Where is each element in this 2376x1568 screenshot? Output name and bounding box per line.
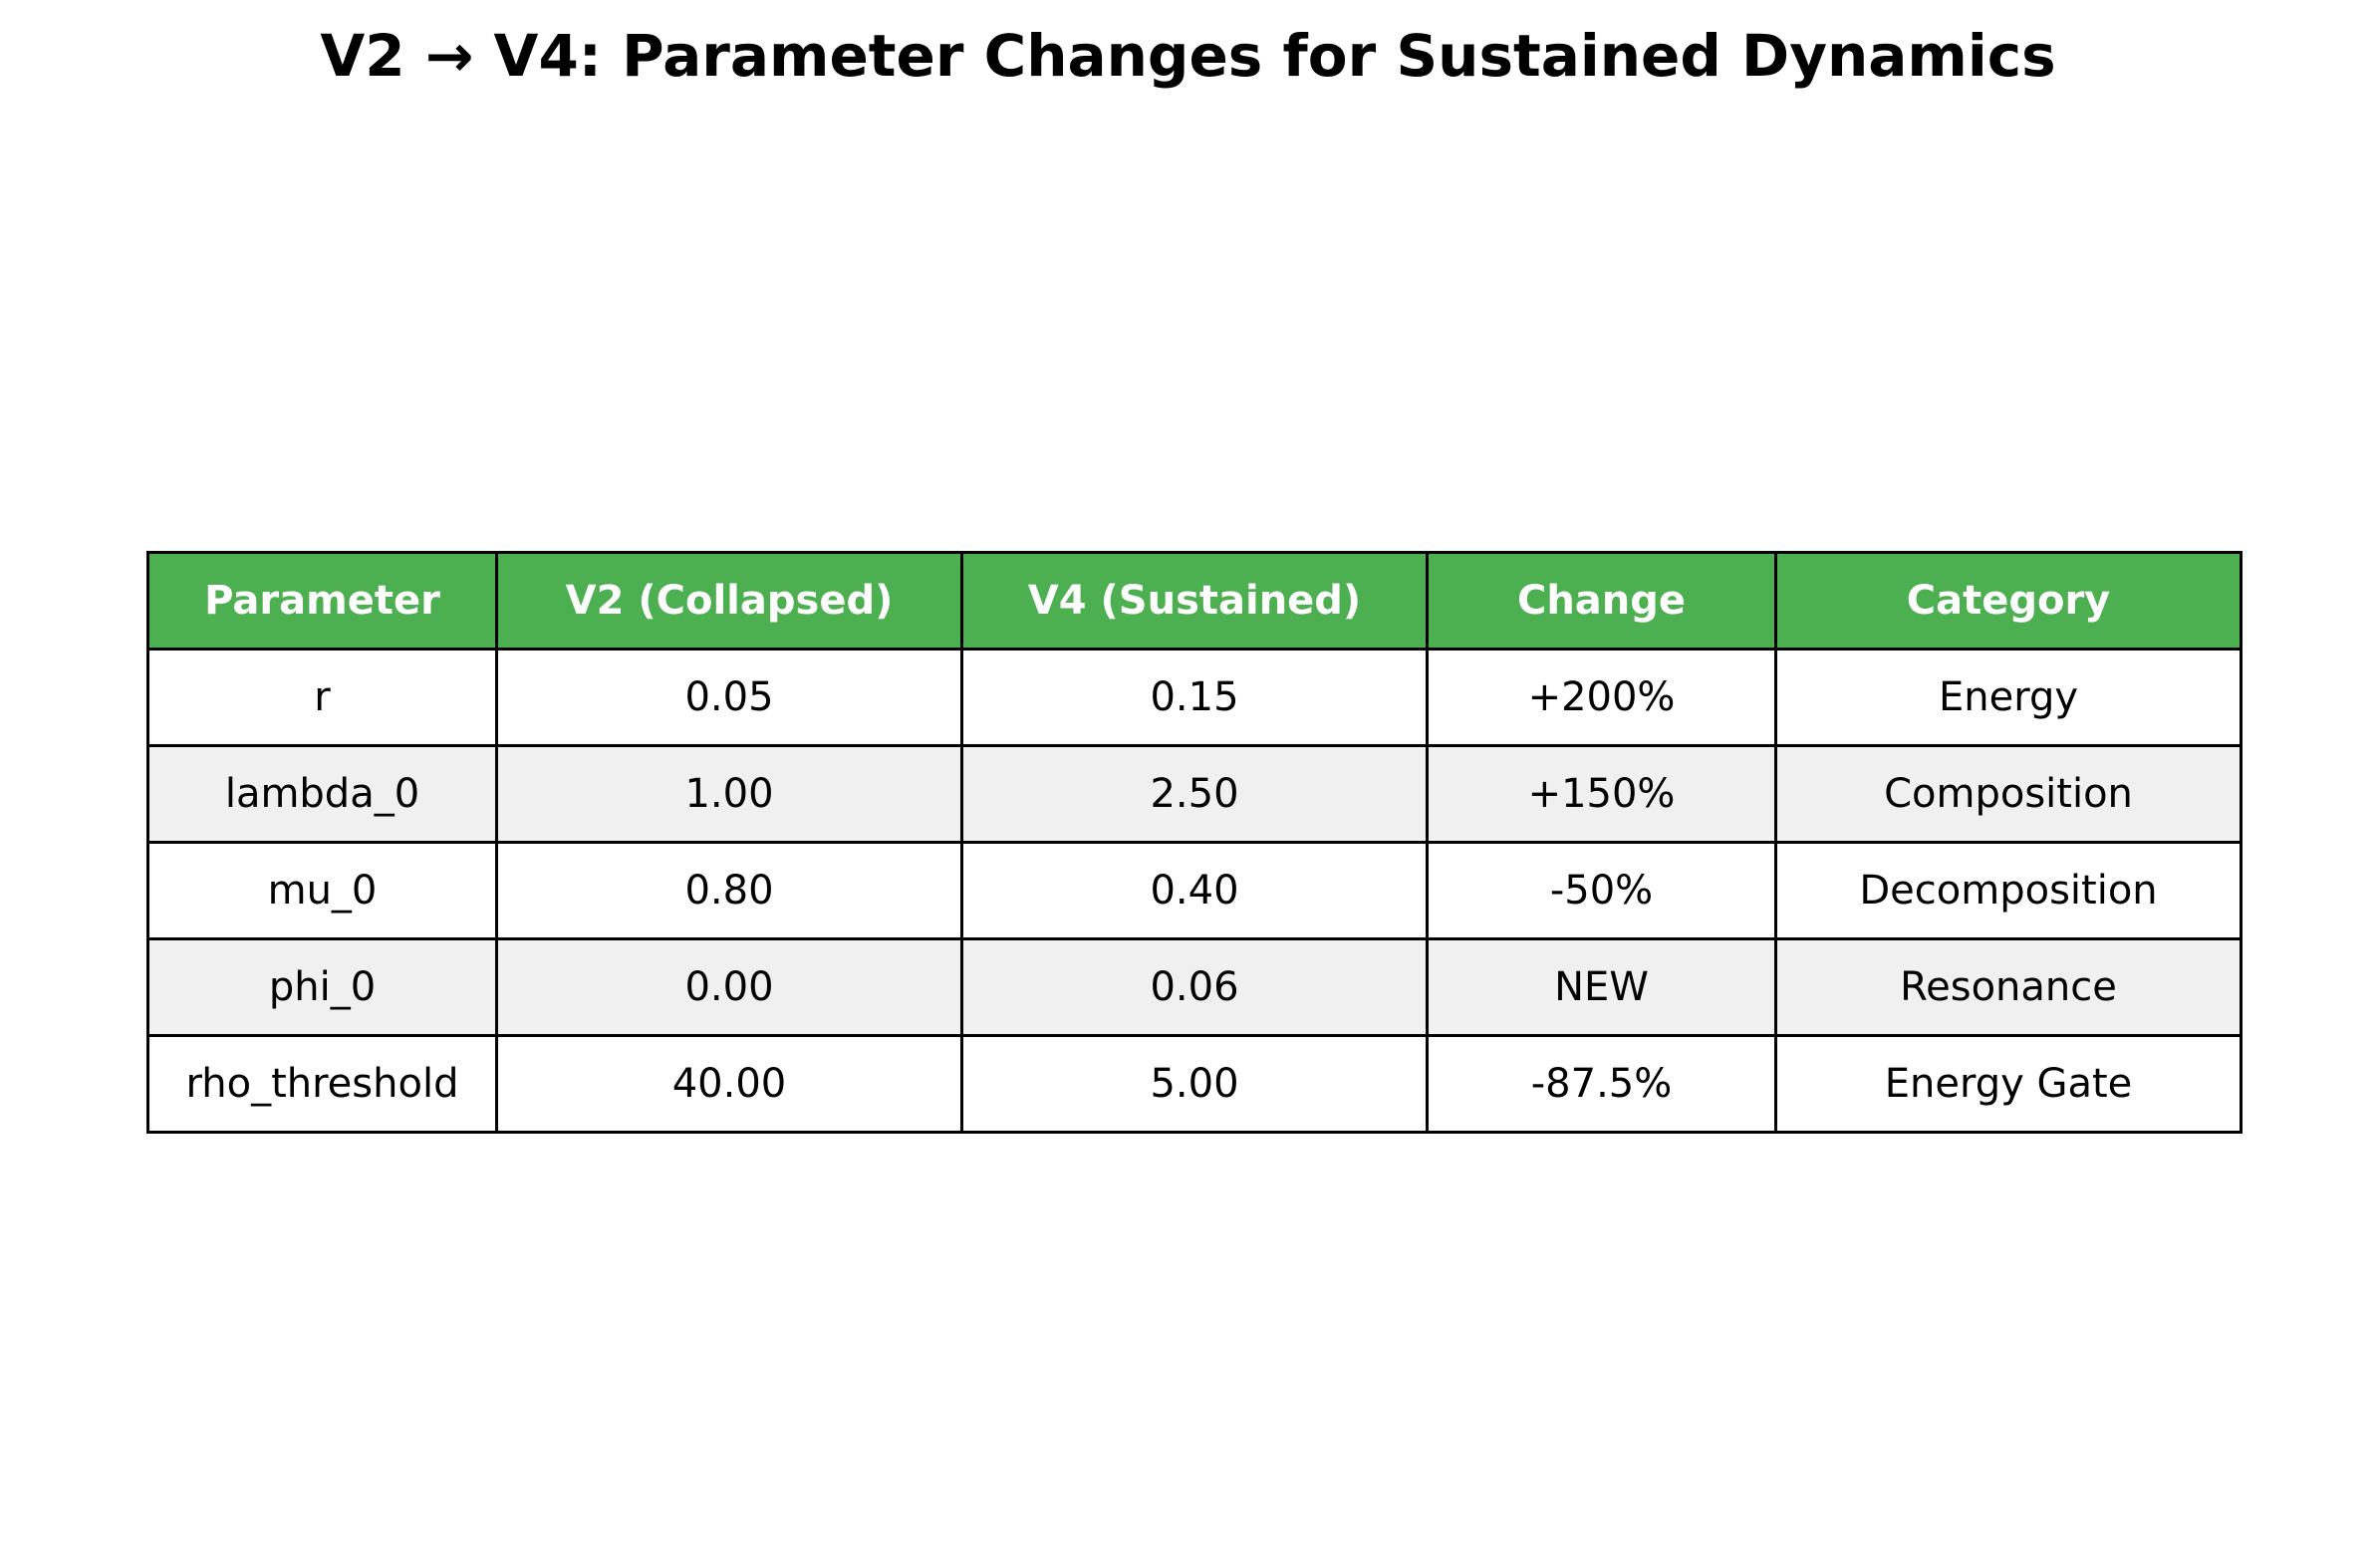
table-row: phi_0 0.00 0.06 NEW Resonance [146, 937, 2243, 1037]
cell-v2-value: 40.00 [495, 1034, 963, 1134]
table-row: rho_threshold 40.00 5.00 -87.5% Energy G… [146, 1034, 2243, 1134]
cell-category: Composition [1774, 744, 2243, 844]
cell-parameter: rho_threshold [146, 1034, 498, 1134]
cell-v4-value: 2.50 [960, 744, 1429, 844]
cell-parameter: r [146, 648, 498, 747]
cell-v4-value: 0.40 [960, 841, 1429, 940]
cell-change: +150% [1426, 744, 1777, 844]
chart-title: V2 → V4: Parameter Changes for Sustained… [320, 22, 2056, 90]
cell-change: NEW [1426, 937, 1777, 1037]
parameter-table: Parameter V2 (Collapsed) V4 (Sustained) … [146, 551, 2243, 1134]
table-row: mu_0 0.80 0.40 -50% Decomposition [146, 841, 2243, 940]
cell-category: Energy [1774, 648, 2243, 747]
cell-category: Resonance [1774, 937, 2243, 1037]
cell-change: -87.5% [1426, 1034, 1777, 1134]
cell-v4-value: 5.00 [960, 1034, 1429, 1134]
cell-category: Energy Gate [1774, 1034, 2243, 1134]
cell-parameter: mu_0 [146, 841, 498, 940]
cell-parameter: lambda_0 [146, 744, 498, 844]
header-v2-collapsed: V2 (Collapsed) [495, 551, 963, 651]
cell-v4-value: 0.06 [960, 937, 1429, 1037]
table-header-row: Parameter V2 (Collapsed) V4 (Sustained) … [146, 551, 2243, 651]
cell-change: +200% [1426, 648, 1777, 747]
cell-v2-value: 0.80 [495, 841, 963, 940]
cell-change: -50% [1426, 841, 1777, 940]
header-category: Category [1774, 551, 2243, 651]
header-v4-sustained: V4 (Sustained) [960, 551, 1429, 651]
cell-v2-value: 0.05 [495, 648, 963, 747]
cell-category: Decomposition [1774, 841, 2243, 940]
cell-v2-value: 0.00 [495, 937, 963, 1037]
cell-v2-value: 1.00 [495, 744, 963, 844]
header-change: Change [1426, 551, 1777, 651]
cell-v4-value: 0.15 [960, 648, 1429, 747]
header-parameter: Parameter [146, 551, 498, 651]
table-row: lambda_0 1.00 2.50 +150% Composition [146, 744, 2243, 844]
cell-parameter: phi_0 [146, 937, 498, 1037]
table-row: r 0.05 0.15 +200% Energy [146, 648, 2243, 747]
